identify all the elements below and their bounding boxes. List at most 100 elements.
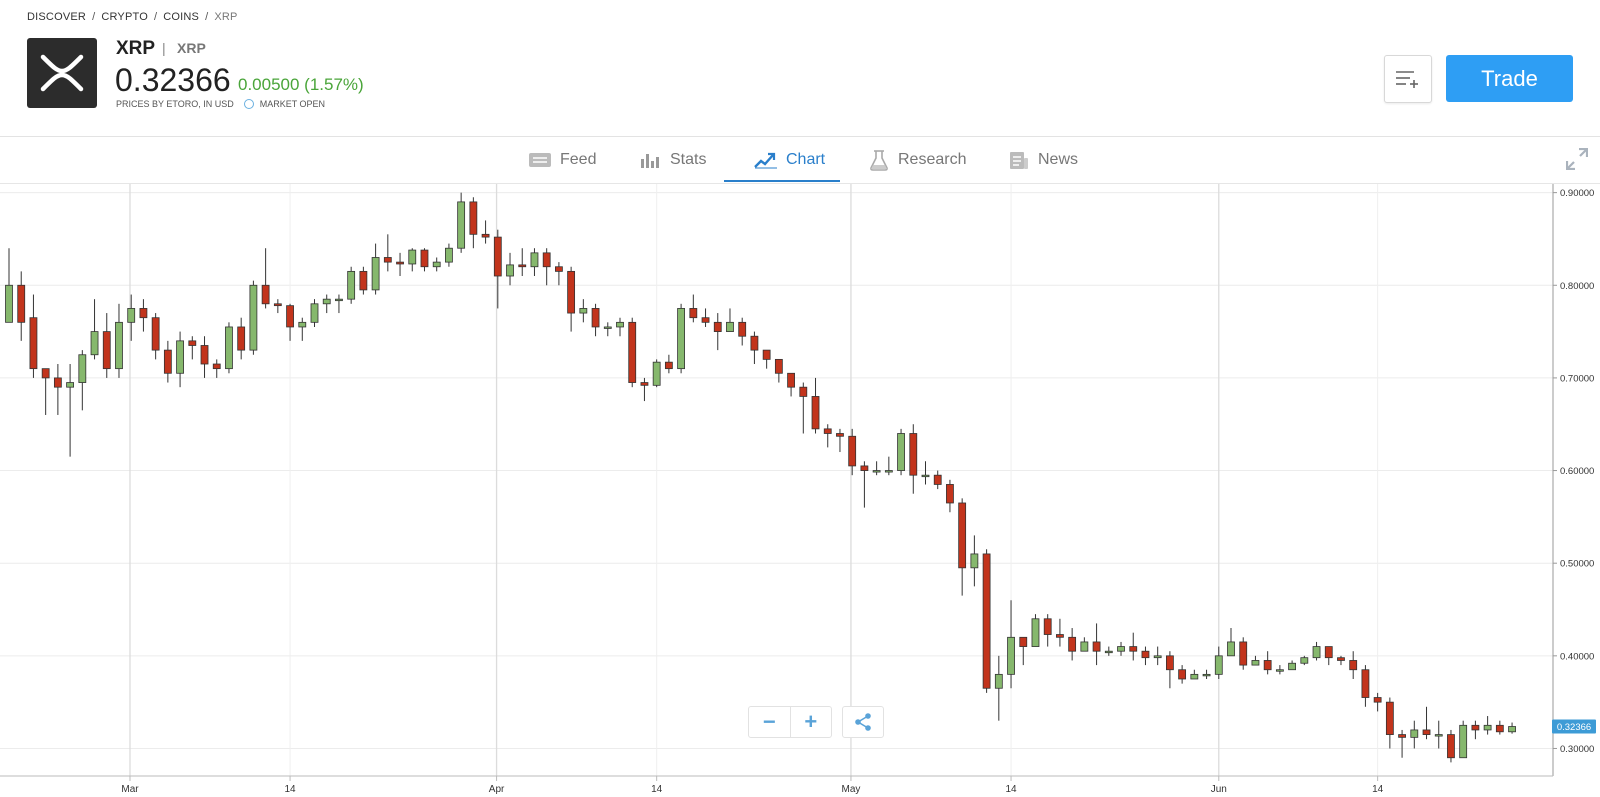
tab-chart[interactable]: Chart [754, 137, 825, 183]
y-tick-label: 0.70000 [1560, 373, 1594, 384]
candle-up [1312, 646, 1321, 659]
add-to-list-icon [1396, 71, 1418, 88]
instrument-header: DISCOVER / CRYPTO / COINS / XRP XRP | XRP 0.32… [0, 0, 1600, 137]
candle-down [237, 326, 246, 351]
clock-icon [243, 99, 254, 109]
candle-up [603, 326, 612, 329]
candle-down [1056, 634, 1064, 638]
candle-down [982, 553, 991, 689]
candle-up [66, 382, 74, 388]
last-price-tag [1552, 719, 1596, 734]
candle-up [1288, 662, 1296, 671]
tab-bar: Feed Stats Chart Research News [0, 137, 1600, 184]
feed-icon [529, 153, 551, 167]
candle-up [1153, 655, 1162, 659]
candle-down [958, 502, 967, 569]
candle-down [518, 264, 527, 268]
y-tick-label: 0.50000 [1560, 559, 1594, 570]
candle-down [469, 201, 478, 235]
candle-down [273, 303, 282, 307]
tab-research[interactable]: Research [868, 137, 966, 183]
tab-chart-label: Chart [786, 151, 826, 168]
candle-down [628, 321, 637, 383]
candle-down [139, 308, 148, 319]
zoom-controls: − + [748, 706, 832, 738]
candle-down [200, 345, 209, 365]
candle-up [652, 361, 661, 386]
candle-down [1141, 650, 1150, 659]
symbol-divider: | [162, 40, 166, 56]
trade-button[interactable]: Trade [1446, 55, 1573, 102]
candle-down [848, 435, 857, 467]
candle-up [579, 308, 588, 314]
candle-up [994, 673, 1003, 689]
candle-up [115, 321, 123, 370]
candle-up [1251, 660, 1260, 666]
candle-down [836, 433, 844, 437]
candle-up [872, 470, 881, 473]
add-to-watchlist-button[interactable] [1384, 55, 1432, 103]
tab-news[interactable]: News [1008, 137, 1078, 183]
candle-down [1422, 729, 1431, 735]
tab-stats-label: Stats [670, 151, 707, 168]
candle-down [420, 249, 429, 268]
candle-up [1483, 724, 1492, 731]
candle-down [750, 335, 759, 351]
candle-up [347, 270, 356, 300]
candle-up [249, 284, 258, 351]
tab-feed[interactable]: Feed [528, 137, 596, 183]
candle-down [640, 382, 649, 386]
x-tick-label: Apr [489, 784, 505, 795]
candle-up [1117, 646, 1125, 652]
candle-up [1190, 673, 1199, 680]
prices-note: PRICES BY ETORO, IN USD [116, 99, 234, 109]
candle-up [921, 474, 930, 478]
candle-down [359, 270, 368, 291]
x-tick-label: 14 [1005, 784, 1017, 795]
candle-down [860, 465, 869, 471]
candle-up [884, 470, 893, 473]
x-tick-label: Mar [121, 784, 139, 795]
candle-down [1019, 636, 1028, 647]
share-button[interactable] [842, 706, 884, 738]
candle-up [457, 201, 466, 249]
market-status: MARKET OPEN [259, 99, 326, 109]
candle-down [1166, 655, 1174, 671]
x-tick-label: 14 [651, 784, 663, 795]
candle-up [176, 340, 184, 374]
candle-up [408, 249, 417, 265]
breadcrumb-crypto[interactable]: CRYPTO [101, 11, 148, 23]
candle-down [286, 305, 294, 328]
breadcrumb-separator: / [153, 11, 158, 23]
breadcrumb-current: XRP [214, 11, 238, 23]
x-tick-label: 14 [284, 784, 296, 795]
candle-down [664, 361, 673, 370]
stats-icon [641, 154, 659, 168]
y-tick-label: 0.40000 [1560, 651, 1594, 662]
candle-down [1337, 657, 1345, 661]
candle-down [1092, 641, 1101, 652]
zoom-in-button[interactable]: + [804, 709, 818, 734]
candle-up [1214, 655, 1223, 675]
xrp-logo [27, 38, 97, 108]
candle-up [225, 326, 233, 370]
x-tick-label: Jun [1211, 784, 1227, 795]
candle-up [897, 433, 905, 471]
candle-up [1459, 724, 1468, 759]
candle-down [591, 308, 600, 328]
candle-down [811, 396, 820, 430]
candle-up [1508, 726, 1516, 733]
price-change: 0.00500 (1.57%) [238, 75, 364, 94]
zoom-out-button[interactable]: − [749, 707, 791, 737]
fullscreen-icon[interactable] [1566, 148, 1588, 170]
candle-down [1129, 646, 1138, 652]
candle-down [1361, 669, 1370, 698]
price-chart[interactable]: 0.30000 0.40000 0.50000 0.60000 0.70000 0.800… [0, 184, 1600, 797]
candle-down [1239, 641, 1248, 666]
tab-research-label: Research [898, 151, 967, 168]
candle-down [799, 386, 808, 397]
breadcrumb-discover[interactable]: DISCOVER [27, 11, 87, 23]
tab-stats[interactable]: Stats [640, 137, 706, 183]
breadcrumb-coins[interactable]: COINS [163, 11, 200, 23]
candle-up [5, 284, 13, 323]
